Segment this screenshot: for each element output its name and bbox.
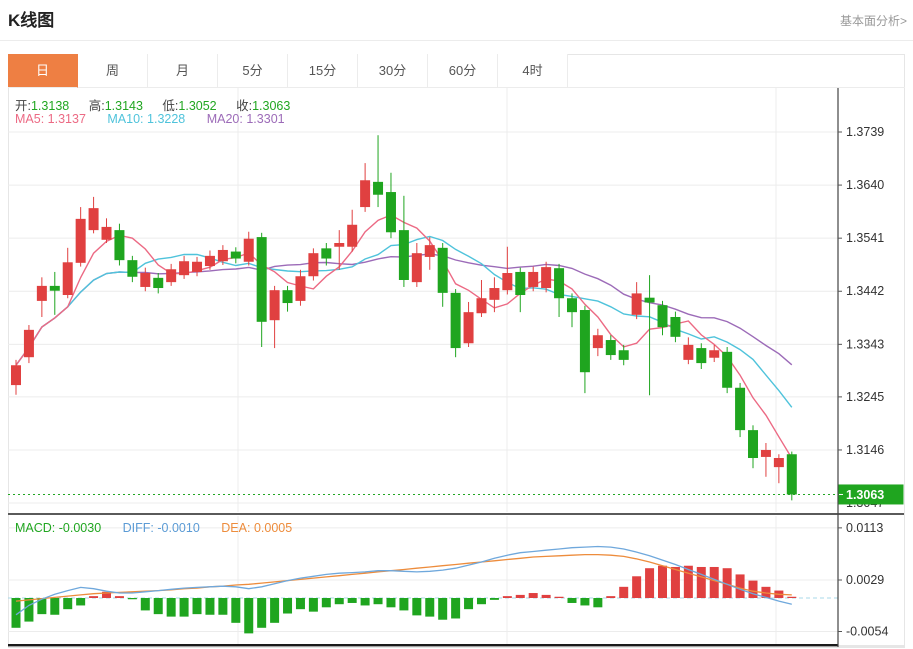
current-price-badge-label: 1.3063 <box>846 488 884 502</box>
low-label: 低: <box>162 99 179 113</box>
price-axis-label: 1.3739 <box>846 125 884 139</box>
chart-panel-border <box>8 54 905 648</box>
tab-4hour[interactable]: 4时 <box>498 54 568 88</box>
price-axis-label: 1.3442 <box>846 284 884 298</box>
tab-5min[interactable]: 5分 <box>218 54 288 88</box>
tab-30min[interactable]: 30分 <box>358 54 428 88</box>
macd-value-legend: MACD: -0.0030 <box>15 521 102 535</box>
macd-axis-label: -0.0054 <box>846 625 888 639</box>
tab-week[interactable]: 周 <box>78 54 148 88</box>
close-label: 收: <box>236 99 253 113</box>
low-value: 1.3052 <box>178 99 217 113</box>
open-value: 1.3138 <box>30 99 70 113</box>
ohlc-legend: 开:1.3138 高:1.3143 低:1.3052 收:1.3063 <box>15 95 306 114</box>
price-axis-label: 1.3245 <box>846 390 884 404</box>
ma20-legend: MA20: 1.3301 <box>206 112 285 126</box>
tabs-filler <box>568 54 905 88</box>
macd-axis-label: 0.0029 <box>846 573 884 587</box>
tab-15min[interactable]: 15分 <box>288 54 358 88</box>
open-label: 开: <box>15 99 31 113</box>
chart-gridlines <box>8 88 838 644</box>
panel-divider <box>8 513 904 515</box>
ma-legend: MA5: 1.3137 MA10: 1.3228 MA20: 1.3301 <box>15 112 285 126</box>
diff-line <box>15 545 792 616</box>
ma10-legend: MA10: 1.3228 <box>107 112 186 126</box>
high-value: 1.3143 <box>104 99 143 113</box>
tab-day[interactable]: 日 <box>8 54 78 88</box>
tab-60min[interactable]: 60分 <box>428 54 498 88</box>
header-divider <box>0 40 913 41</box>
macd-legend: MACD: -0.0030 DIFF: -0.0010 DEA: 0.0005 <box>15 521 292 535</box>
price-axis-label: 1.3343 <box>846 337 884 351</box>
timeframe-tabs: 日 周 月 5分 15分 30分 60分 4时 <box>8 54 905 88</box>
macd-axis-label: 0.0113 <box>846 521 883 535</box>
price-axis-label: 1.3146 <box>846 443 884 457</box>
axis-layer: 1.3739 1.3640 1.3541 1.3442 1.3343 1.3245 1.31… <box>8 88 904 647</box>
high-label: 高: <box>88 99 105 113</box>
tab-month[interactable]: 月 <box>148 54 218 88</box>
price-axis-label: 1.3541 <box>846 231 884 245</box>
diff-value-legend: DIFF: -0.0010 <box>122 521 200 535</box>
dea-value-legend: DEA: 0.0005 <box>221 521 293 535</box>
current-price-badge: 1.3063 <box>838 484 904 505</box>
fundamental-analysis-link[interactable]: 基本面分析> <box>839 14 907 28</box>
page-title: K线图 <box>8 11 55 30</box>
candles-layer <box>11 135 797 501</box>
bottom-axis-line <box>8 644 838 647</box>
reference-lines <box>8 493 838 599</box>
price-axis-label: 1.3640 <box>846 178 884 192</box>
macd-layer <box>11 545 797 634</box>
ma5-legend: MA5: 1.3137 <box>15 112 86 126</box>
close-value: 1.3063 <box>252 99 291 113</box>
